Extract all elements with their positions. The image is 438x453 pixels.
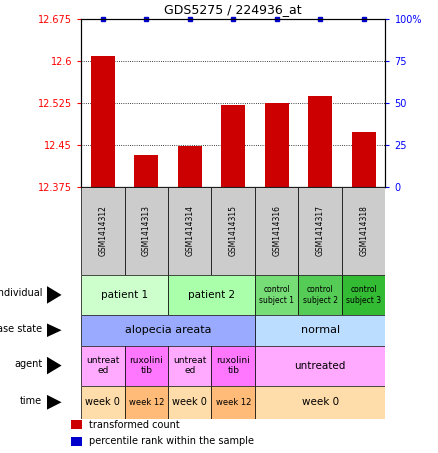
Title: GDS5275 / 224936_at: GDS5275 / 224936_at xyxy=(164,4,302,16)
Bar xyxy=(255,275,298,315)
Bar xyxy=(124,187,168,275)
Bar xyxy=(298,275,342,315)
Bar xyxy=(255,386,385,419)
Text: control
subject 2: control subject 2 xyxy=(303,285,338,304)
Bar xyxy=(255,346,385,386)
Text: ruxolini
tib: ruxolini tib xyxy=(129,356,163,375)
Bar xyxy=(124,346,168,386)
Text: patient 1: patient 1 xyxy=(101,290,148,300)
Bar xyxy=(212,187,255,275)
Bar xyxy=(81,386,124,419)
Bar xyxy=(352,132,376,187)
Polygon shape xyxy=(47,395,62,410)
Text: ruxolini
tib: ruxolini tib xyxy=(216,356,250,375)
Bar xyxy=(124,386,168,419)
Text: week 0: week 0 xyxy=(172,397,207,407)
Bar xyxy=(81,346,124,386)
Bar xyxy=(168,275,255,315)
Text: GSM1414314: GSM1414314 xyxy=(185,205,194,256)
Text: patient 2: patient 2 xyxy=(188,290,235,300)
Text: time: time xyxy=(20,395,42,405)
Bar xyxy=(91,57,115,187)
Text: disease state: disease state xyxy=(0,324,42,334)
Bar xyxy=(212,386,255,419)
Text: untreat
ed: untreat ed xyxy=(86,356,120,375)
Text: GSM1414312: GSM1414312 xyxy=(98,205,107,256)
Bar xyxy=(134,155,158,187)
Text: individual: individual xyxy=(0,288,42,298)
Text: alopecia areata: alopecia areata xyxy=(125,325,211,335)
Text: untreat
ed: untreat ed xyxy=(173,356,206,375)
Text: week 0: week 0 xyxy=(302,397,339,407)
Bar xyxy=(168,346,212,386)
Text: GSM1414318: GSM1414318 xyxy=(359,205,368,256)
Bar xyxy=(81,187,124,275)
Bar xyxy=(71,420,82,429)
Text: untreated: untreated xyxy=(294,361,346,371)
Bar xyxy=(265,103,289,187)
Bar xyxy=(81,275,168,315)
Text: agent: agent xyxy=(14,359,42,369)
Polygon shape xyxy=(47,286,62,304)
Bar xyxy=(308,96,332,187)
Text: GSM1414313: GSM1414313 xyxy=(142,205,151,256)
Bar xyxy=(212,346,255,386)
Polygon shape xyxy=(47,357,62,374)
Polygon shape xyxy=(47,323,62,337)
Bar xyxy=(221,105,245,187)
Text: transformed count: transformed count xyxy=(88,420,179,430)
Text: percentile rank within the sample: percentile rank within the sample xyxy=(88,436,254,446)
Bar xyxy=(81,315,255,346)
Text: week 12: week 12 xyxy=(129,398,164,407)
Text: GSM1414317: GSM1414317 xyxy=(316,205,325,256)
Text: GSM1414316: GSM1414316 xyxy=(272,205,281,256)
Bar xyxy=(342,275,385,315)
Bar xyxy=(168,386,212,419)
Bar xyxy=(255,315,385,346)
Bar xyxy=(255,187,298,275)
Bar xyxy=(178,146,202,187)
Text: week 0: week 0 xyxy=(85,397,120,407)
Bar xyxy=(298,187,342,275)
Text: GSM1414315: GSM1414315 xyxy=(229,205,238,256)
Text: week 12: week 12 xyxy=(215,398,251,407)
Bar xyxy=(342,187,385,275)
Bar xyxy=(71,437,82,446)
Text: normal: normal xyxy=(300,325,340,335)
Text: control
subject 1: control subject 1 xyxy=(259,285,294,304)
Text: control
subject 3: control subject 3 xyxy=(346,285,381,304)
Bar xyxy=(168,187,212,275)
